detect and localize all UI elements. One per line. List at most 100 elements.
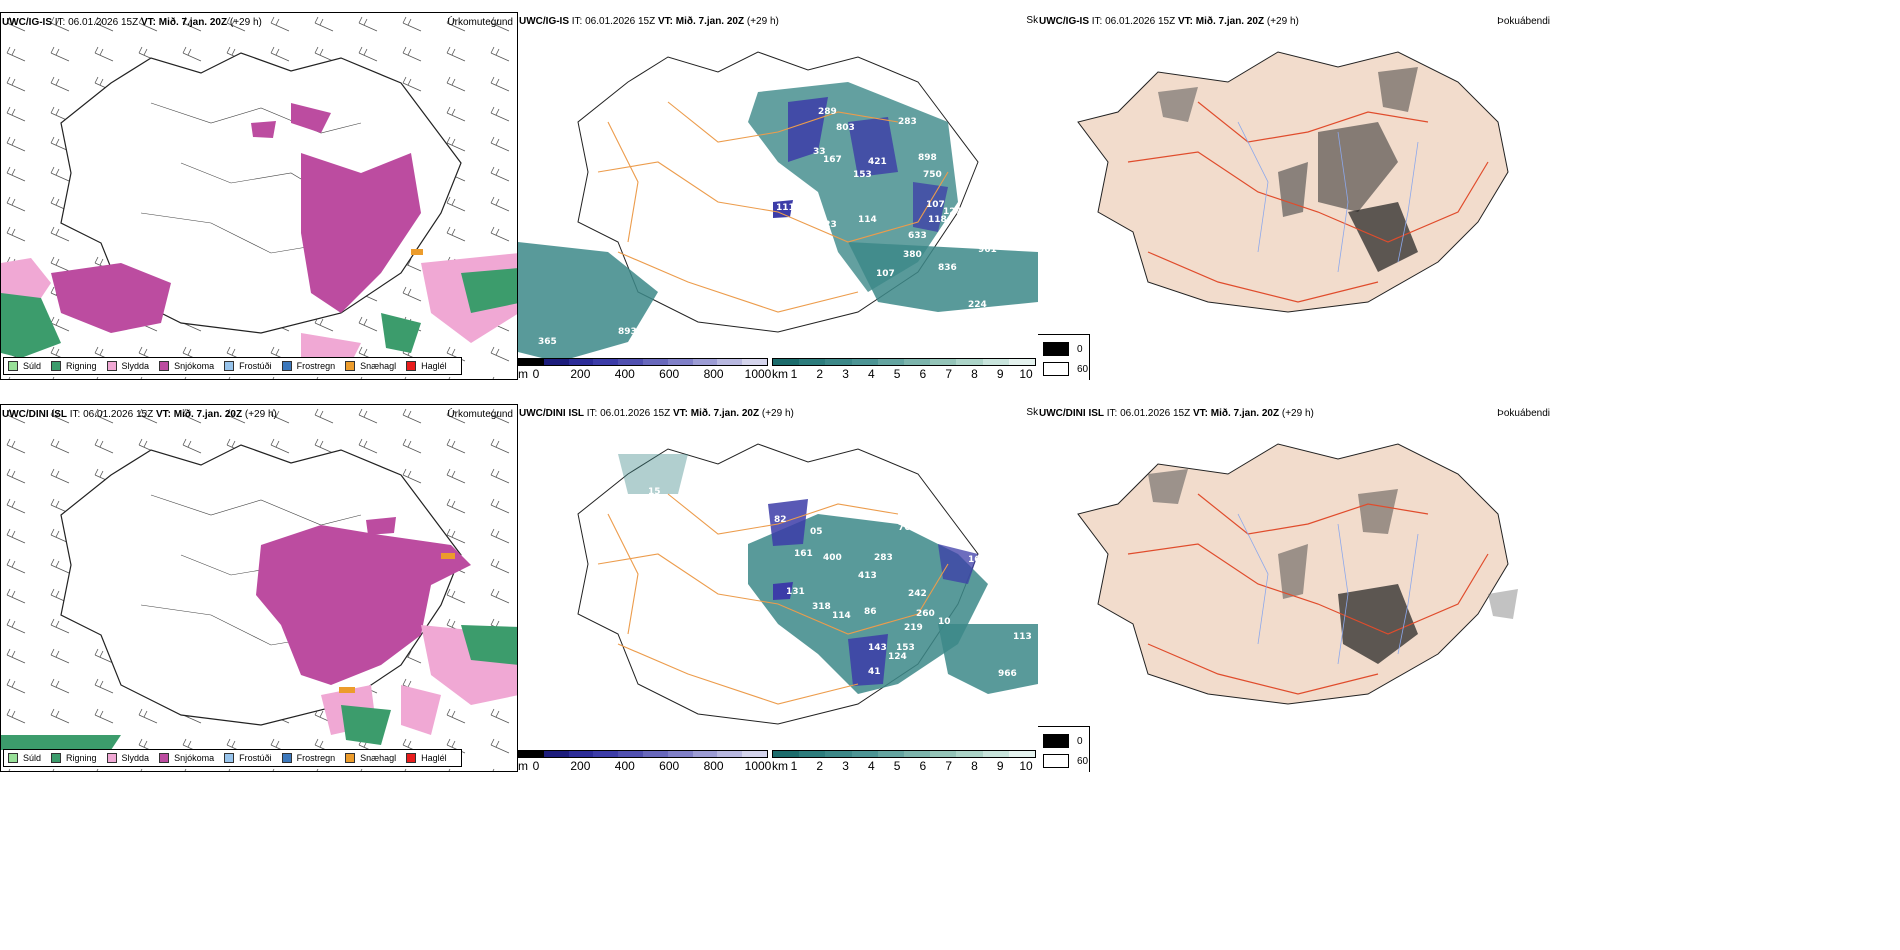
colorbar-cell <box>956 359 983 365</box>
colorbar-cell <box>904 359 931 365</box>
colorbar-tick: 10 <box>1019 367 1033 380</box>
colorbar-tick: 1000 <box>744 759 772 772</box>
colorbar-unit: km <box>772 759 788 772</box>
fog-swatch <box>1043 754 1069 768</box>
model-name: UWC/DINI ISL <box>519 408 584 419</box>
precip-type-legend: Súld Rigning Slydda Snjókoma Frostúði Fr… <box>3 749 462 767</box>
hill-labels: 289 803 283 33 167 421 898 153 750 111 1… <box>538 107 997 347</box>
visibility-colorbar: km 1 2 3 4 5 6 7 8 9 10 <box>772 750 1036 772</box>
colorbar-cells <box>518 358 768 366</box>
snow-area <box>51 103 421 333</box>
hill-label: 413 <box>858 571 877 581</box>
hill-label: 127 <box>943 207 962 217</box>
hill-label: 365 <box>538 337 557 347</box>
fog-map-row1[interactable] <box>1038 12 1558 380</box>
colorbar-cell <box>717 359 743 365</box>
visibility-map-row2[interactable]: 15 82 05 763 161 400 283 413 164 131 318… <box>518 404 1038 772</box>
colorbar-tick: 800 <box>703 759 724 772</box>
lead-time: (+29 h) <box>1281 408 1314 419</box>
colorbar-cell <box>956 751 983 757</box>
fog-map-row2[interactable] <box>1038 404 1558 772</box>
fog-legend-label: 60 <box>1077 755 1089 767</box>
legend-label: Snjókoma <box>174 361 215 371</box>
colorbar-cell <box>904 751 931 757</box>
hill-label: 153 <box>896 643 915 653</box>
visibility-reduced-area <box>618 454 1038 694</box>
param-label: Þokuábendi <box>1497 408 1550 419</box>
hill-label: 131 <box>786 587 805 597</box>
road-network <box>597 101 949 313</box>
colorbar-tick: 2 <box>816 367 824 380</box>
fog-legend-row: 0 <box>1043 734 1083 748</box>
colorbar-tick: 400 <box>614 367 635 380</box>
colorbar-cell <box>642 751 668 757</box>
legend-swatch <box>224 361 235 371</box>
it-label: IT: <box>54 17 66 28</box>
visibility-panel-row2: 15 82 05 763 161 400 283 413 164 131 318… <box>518 404 1038 772</box>
colorbar-cell <box>519 751 544 757</box>
legend-swatch <box>51 361 62 371</box>
hill-label: 763 <box>898 523 917 533</box>
fog-panel-row1: UWC/IG-IS IT: 06.01.2026 15Z VT: Mið. 7.… <box>1038 12 1558 380</box>
it-label: IT: <box>1106 408 1118 419</box>
hill-label: 114 <box>858 215 877 225</box>
colorbar-cell <box>799 359 826 365</box>
colorbar-cell <box>773 359 800 365</box>
colorbar-tick: 9 <box>996 759 1004 772</box>
legend-label: Haglél <box>421 753 447 763</box>
hill-label: 803 <box>836 123 855 133</box>
legend-item: Rigning <box>51 753 97 763</box>
hill-label: 898 <box>918 153 937 163</box>
hill-label: 153 <box>853 170 872 180</box>
colorbar-tick: 7 <box>945 759 952 772</box>
legend-label: Snæhagl <box>360 753 397 763</box>
legend-swatch <box>8 361 18 371</box>
hill-label: 961 <box>978 245 997 255</box>
legend-item: Frostregn <box>281 753 335 763</box>
legend-label: Súld <box>23 361 42 371</box>
precip-panel-row2: UWC/DINI ISL IT: 06.01.2026 15Z VT: Mið.… <box>0 404 518 772</box>
colorbar-tick: 2 <box>816 759 824 772</box>
hill-label: 421 <box>868 157 887 167</box>
panel-title: UWC/DINI ISL IT: 06.01.2026 15Z VT: Mið.… <box>2 409 277 421</box>
legend-swatch <box>345 753 356 763</box>
vt-label: VT: <box>155 409 171 420</box>
legend-swatch <box>159 753 170 763</box>
colorbar-tick: 5 <box>893 759 901 772</box>
lead-time: (+29 h) <box>761 408 794 419</box>
colorbar-cell <box>717 751 743 757</box>
colorbar-cell <box>742 359 767 365</box>
hill-label: 107 <box>926 200 945 210</box>
hill-label: 86 <box>864 607 877 617</box>
legend-item: Slydda <box>106 361 149 371</box>
panel-title: UWC/IG-IS IT: 06.01.2026 15Z VT: Mið. 7.… <box>2 17 262 29</box>
colorbar-unit: m <box>518 759 528 772</box>
it-value: 06.01.2026 15Z <box>1120 408 1191 419</box>
precip-map-row2[interactable] <box>1 405 518 772</box>
visibility-map-row1[interactable]: 289 803 283 33 167 421 898 153 750 111 1… <box>518 12 1038 380</box>
legend-label: Slydda <box>121 753 150 763</box>
hill-label: 380 <box>903 250 922 260</box>
hill-label: 05 <box>810 527 823 537</box>
param-label: Úrkomutegund <box>447 17 513 28</box>
legend-swatch <box>281 753 292 763</box>
visibility-panel-row1: 289 803 283 33 167 421 898 153 750 111 1… <box>518 12 1038 380</box>
legend-swatch <box>406 753 417 763</box>
legend-swatch <box>159 361 170 371</box>
legend-item: Slydda <box>106 753 150 763</box>
hill-label: 167 <box>823 155 842 165</box>
hill-label: 283 <box>898 117 917 127</box>
rain-area <box>1 625 517 750</box>
hill-label: 283 <box>874 553 893 563</box>
colorbar-cell <box>851 751 878 757</box>
precip-map-row1[interactable] <box>1 13 518 380</box>
road-network <box>1127 101 1489 303</box>
low-ceiling-area <box>773 97 948 232</box>
legend-item: Frostregn <box>281 361 335 371</box>
hill-label: 318 <box>812 602 831 612</box>
model-name: UWC/IG-IS <box>519 16 569 27</box>
colorbar-tick: 3 <box>842 759 849 772</box>
colorbar-cell <box>1008 359 1036 365</box>
colorbar-tick: 7 <box>945 367 952 380</box>
rain-area <box>1 268 517 358</box>
